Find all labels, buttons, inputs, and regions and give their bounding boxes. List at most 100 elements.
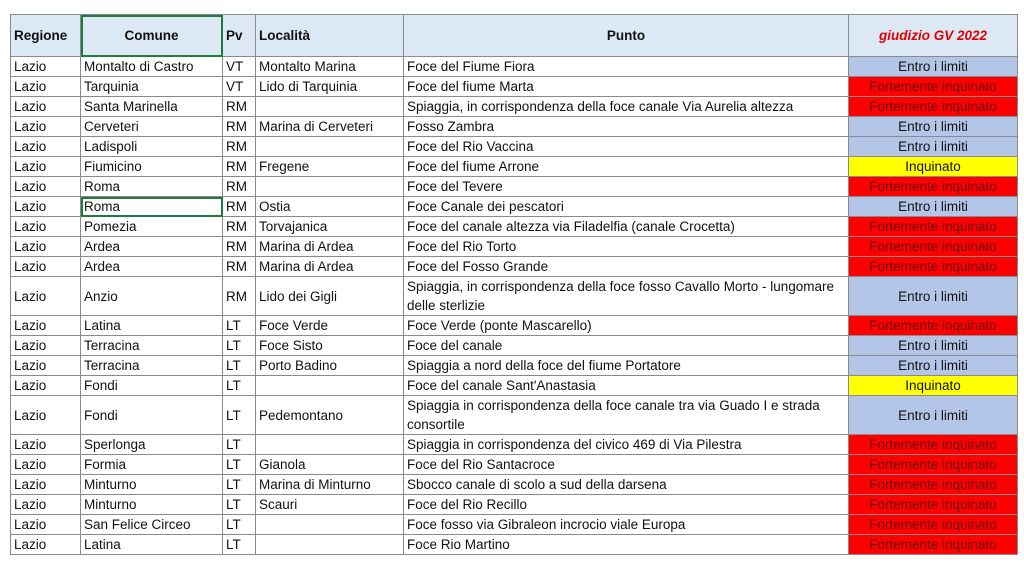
- provincia-cell: VT: [222, 56, 256, 77]
- giudizio-cell: Entro i limiti: [848, 56, 1018, 77]
- table-row: Lazio Santa Marinella RM Spiaggia, in corri…: [10, 96, 1018, 117]
- comune-cell: Terracina: [80, 335, 223, 356]
- comune-cell: Roma: [80, 176, 223, 197]
- regione-cell: Lazio: [10, 156, 81, 177]
- localita-cell: Scauri: [255, 494, 404, 515]
- table-row: Lazio Anzio RM Lido dei Gigli Spiaggia, in c…: [10, 276, 1018, 316]
- provincia-cell: RM: [222, 156, 256, 177]
- localita-cell: Marina di Ardea: [255, 256, 404, 277]
- localita-cell: Foce Sisto: [255, 335, 404, 356]
- regione-cell: Lazio: [10, 375, 81, 396]
- table-row: Lazio Sperlonga LT Spiaggia in corrisponden…: [10, 434, 1018, 455]
- punto-cell: Spiaggia in corrispondenza della foce ca…: [403, 395, 849, 435]
- regione-cell: Lazio: [10, 176, 81, 197]
- localita-cell: Torvajanica: [255, 216, 404, 237]
- table-row: Lazio Pomezia RM Torvajanica Foce del canale…: [10, 216, 1018, 237]
- table-body: Lazio Montalto di Castro VT Montalto Marina…: [10, 56, 1018, 555]
- table-row: Lazio Terracina LT Foce Sisto Foce del canal…: [10, 335, 1018, 356]
- localita-cell: [255, 136, 404, 157]
- giudizio-cell: Fortemente inquinato: [848, 176, 1018, 197]
- provincia-cell: LT: [222, 454, 256, 475]
- table-row: Lazio Minturno LT Marina di Minturno Sbocco …: [10, 474, 1018, 495]
- giudizio-cell: Entro i limiti: [848, 276, 1018, 316]
- punto-cell: Spiaggia, in corrispondenza della foce c…: [403, 96, 849, 117]
- comune-cell: Ardea: [80, 256, 223, 277]
- table-row: Lazio Roma RM Foce del Tevere Fortemente inq…: [10, 176, 1018, 197]
- provincia-cell: LT: [222, 534, 256, 555]
- localita-cell: Fregene: [255, 156, 404, 177]
- punto-cell: Foce Canale dei pescatori: [403, 196, 849, 217]
- giudizio-cell: Fortemente inquinato: [848, 96, 1018, 117]
- giudizio-cell: Fortemente inquinato: [848, 454, 1018, 475]
- table-row: Lazio San Felice Circeo LT Foce fosso via G…: [10, 514, 1018, 535]
- comune-cell: Fondi: [80, 395, 223, 435]
- localita-cell: Pedemontano: [255, 395, 404, 435]
- beach-table: Regione Comune Pv Località Punto giudizio GV …: [10, 14, 1018, 555]
- punto-cell: Foce del canale Sant'Anastasia: [403, 375, 849, 396]
- comune-cell: Tarquinia: [80, 76, 223, 97]
- punto-cell: Foce del Rio Torto: [403, 236, 849, 257]
- regione-cell: Lazio: [10, 335, 81, 356]
- header-punto: Punto: [403, 14, 849, 57]
- giudizio-cell: Inquinato: [848, 156, 1018, 177]
- punto-cell: Foce del Fiume Fiora: [403, 56, 849, 77]
- localita-cell: [255, 375, 404, 396]
- table-row: Lazio Terracina LT Porto Badino Spiaggia a n…: [10, 355, 1018, 376]
- header-comune: Comune: [80, 14, 223, 57]
- giudizio-cell: Fortemente inquinato: [848, 236, 1018, 257]
- punto-cell: Sbocco canale di scolo a sud della darse…: [403, 474, 849, 495]
- localita-cell: Porto Badino: [255, 355, 404, 376]
- regione-cell: Lazio: [10, 196, 81, 217]
- provincia-cell: LT: [222, 375, 256, 396]
- giudizio-cell: Inquinato: [848, 375, 1018, 396]
- localita-cell: Foce Verde: [255, 315, 404, 336]
- header-provincia: Pv: [222, 14, 256, 57]
- table-row: Lazio Fiumicino RM Fregene Foce del fiume Ar…: [10, 156, 1018, 177]
- giudizio-cell: Fortemente inquinato: [848, 216, 1018, 237]
- regione-cell: Lazio: [10, 136, 81, 157]
- table-row: Lazio Cerveteri RM Marina di Cerveteri Fosso…: [10, 116, 1018, 137]
- table-row: Lazio Fondi LT Foce del canale Sant'Anastas…: [10, 375, 1018, 396]
- localita-cell: Lido dei Gigli: [255, 276, 404, 316]
- regione-cell: Lazio: [10, 56, 81, 77]
- localita-cell: Marina di Cerveteri: [255, 116, 404, 137]
- punto-cell: Foce del Fosso Grande: [403, 256, 849, 277]
- regione-cell: Lazio: [10, 216, 81, 237]
- giudizio-cell: Entro i limiti: [848, 335, 1018, 356]
- comune-cell: Pomezia: [80, 216, 223, 237]
- comune-cell: Latina: [80, 315, 223, 336]
- regione-cell: Lazio: [10, 395, 81, 435]
- giudizio-cell: Entro i limiti: [848, 136, 1018, 157]
- comune-cell: Minturno: [80, 494, 223, 515]
- table-row: Lazio Minturno LT Scauri Foce del Rio Recill…: [10, 494, 1018, 515]
- comune-cell: Formia: [80, 454, 223, 475]
- provincia-cell: LT: [222, 434, 256, 455]
- localita-cell: [255, 176, 404, 197]
- punto-cell: Spiaggia in corrispondenza del civico 46…: [403, 434, 849, 455]
- punto-cell: Foce del Rio Santacroce: [403, 454, 849, 475]
- punto-cell: Foce fosso via Gibraleon incrocio viale …: [403, 514, 849, 535]
- table-row: Lazio Ladispoli RM Foce del Rio Vaccina Entr…: [10, 136, 1018, 157]
- giudizio-cell: Entro i limiti: [848, 116, 1018, 137]
- punto-cell: Spiaggia a nord della foce del fiume Por…: [403, 355, 849, 376]
- giudizio-cell: Fortemente inquinato: [848, 434, 1018, 455]
- header-giudizio: giudizio GV 2022: [848, 14, 1018, 57]
- table-row: Lazio Ardea RM Marina di Ardea Foce del Rio …: [10, 236, 1018, 257]
- localita-cell: Ostia: [255, 196, 404, 217]
- giudizio-cell: Fortemente inquinato: [848, 256, 1018, 277]
- table-row: Lazio Latina LT Foce Rio Martino Fortemente …: [10, 534, 1018, 555]
- provincia-cell: RM: [222, 136, 256, 157]
- localita-cell: Marina di Minturno: [255, 474, 404, 495]
- localita-cell: Marina di Ardea: [255, 236, 404, 257]
- table-row: Lazio Montalto di Castro VT Montalto Marina…: [10, 56, 1018, 77]
- localita-cell: Montalto Marina: [255, 56, 404, 77]
- comune-cell: Sperlonga: [80, 434, 223, 455]
- table-row: Lazio Ardea RM Marina di Ardea Foce del Foss…: [10, 256, 1018, 277]
- provincia-cell: LT: [222, 355, 256, 376]
- table-row: Lazio Formia LT Gianola Foce del Rio Santacr…: [10, 454, 1018, 475]
- giudizio-cell: Entro i limiti: [848, 196, 1018, 217]
- comune-cell: Santa Marinella: [80, 96, 223, 117]
- punto-cell: Foce del fiume Marta: [403, 76, 849, 97]
- giudizio-cell: Fortemente inquinato: [848, 494, 1018, 515]
- regione-cell: Lazio: [10, 76, 81, 97]
